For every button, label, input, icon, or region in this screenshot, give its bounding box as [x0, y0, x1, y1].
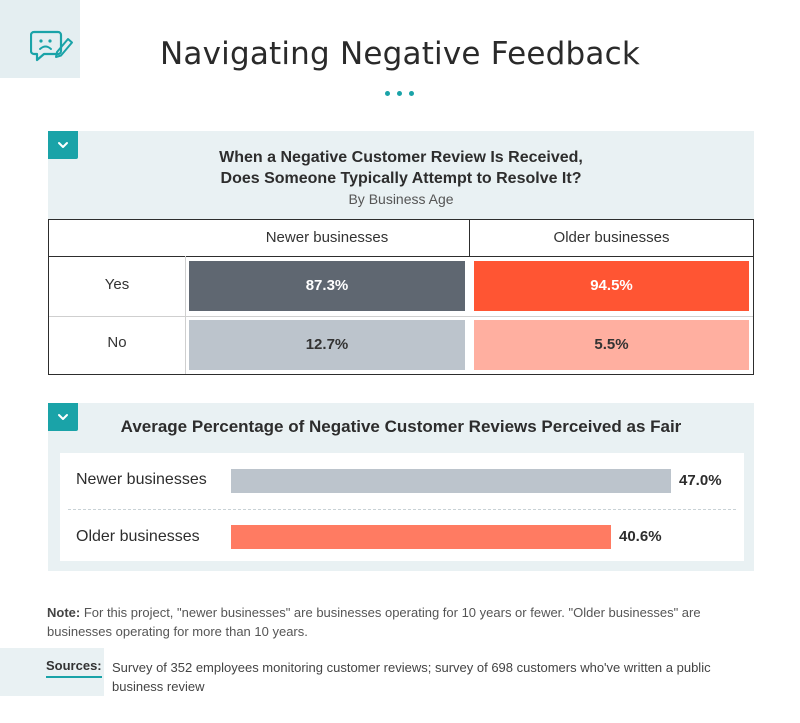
- title-divider-dots: [385, 91, 415, 97]
- sources-text: Survey of 352 employees monitoring custo…: [112, 660, 711, 694]
- bar-label-newer: Newer businesses: [76, 471, 207, 488]
- bar-value-older: 40.6%: [619, 528, 662, 545]
- logo-box: [0, 0, 80, 78]
- sources-label: Sources:: [46, 658, 102, 673]
- table-title: When a Negative Customer Review Is Recei…: [48, 147, 754, 189]
- bar-newer: [231, 469, 671, 493]
- table-title-line-1: When a Negative Customer Review Is Recei…: [219, 149, 583, 166]
- row-header-no: No: [107, 334, 127, 351]
- chevron-down-icon: [58, 142, 68, 148]
- page-title: Navigating Negative Feedback: [160, 36, 640, 72]
- bar-value-newer: 47.0%: [679, 472, 722, 489]
- note-label: Note:: [47, 605, 81, 620]
- row-header-yes: Yes: [104, 276, 130, 293]
- bar-label-older: Older businesses: [76, 528, 200, 545]
- collapse-toggle-1[interactable]: [48, 131, 78, 159]
- sources-accent: [0, 648, 104, 696]
- bar-chart-title: Average Percentage of Negative Customer …: [120, 417, 682, 436]
- feedback-clipboard-icon: [30, 30, 73, 62]
- resolve-attempt-panel: When a Negative Customer Review Is Recei…: [48, 131, 754, 375]
- resolve-table: Newer businesses Older businesses Yes No…: [48, 219, 754, 375]
- footnote: Note: For this project, "newer businesse…: [47, 603, 767, 641]
- cell-yes-newer: 87.3%: [189, 261, 465, 311]
- bar-chart-area: Newer businesses 47.0% Older businesses …: [60, 453, 744, 561]
- col-header-newer: Newer businesses: [265, 229, 389, 246]
- bar-older: [231, 525, 611, 549]
- sources-underline: [46, 676, 102, 678]
- note-text: For this project, "newer businesses" are…: [47, 605, 701, 639]
- chevron-down-icon: [58, 414, 68, 420]
- cell-no-newer: 12.7%: [189, 320, 465, 370]
- row-divider: [68, 509, 736, 510]
- col-header-older: Older businesses: [553, 229, 670, 246]
- fair-reviews-panel: Average Percentage of Negative Customer …: [48, 403, 754, 571]
- table-title-line-2: Does Someone Typically Attempt to Resolv…: [220, 170, 582, 187]
- collapse-toggle-2[interactable]: [48, 403, 78, 431]
- cell-no-older: 5.5%: [474, 320, 749, 370]
- cell-yes-older: 94.5%: [474, 261, 749, 311]
- table-subtitle: By Business Age: [348, 191, 454, 207]
